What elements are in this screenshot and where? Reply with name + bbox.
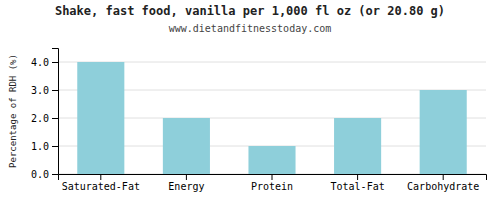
x-tick: Saturated-Fat: [62, 174, 140, 192]
bar: [163, 118, 210, 174]
subtitle: www.dietandfitnesstoday.com: [169, 23, 332, 34]
x-tick: Carbohydrate: [407, 174, 479, 192]
axis-line: [52, 49, 59, 175]
y-tick: 4.0: [31, 57, 58, 68]
tick-mark: [52, 62, 58, 63]
x-tick: Total-Fat: [331, 174, 385, 192]
bar: [420, 90, 467, 174]
tick-mark: [272, 174, 273, 180]
x-axis: Saturated-Fat Energy Protein Total-Fat Carbo…: [59, 174, 487, 192]
bars: [77, 62, 466, 174]
y-tick: 1.0: [31, 141, 58, 152]
tick-label: 4.0: [31, 57, 49, 68]
y-axis-title: Percentage of RDH (%): [8, 54, 18, 168]
tick-label: Total-Fat: [331, 181, 385, 192]
tick-label: Saturated-Fat: [62, 181, 140, 192]
tick-mark: [100, 174, 101, 180]
bar: [248, 146, 295, 174]
tick-mark: [52, 146, 58, 147]
tick-mark: [52, 118, 58, 119]
bar: [77, 62, 124, 174]
grid: [58, 62, 486, 174]
tick-label: 2.0: [31, 113, 49, 124]
x-tick: Energy: [168, 174, 204, 192]
tick-label: Carbohydrate: [407, 181, 479, 192]
tick-label: 0.0: [31, 169, 49, 180]
tick-mark: [52, 174, 58, 175]
y-axis: 0.0 1.0 2.0 3.0 4.0: [31, 49, 59, 180]
y-tick: 2.0: [31, 113, 58, 124]
tick-label: Protein: [251, 181, 293, 192]
tick-mark: [52, 90, 58, 91]
tick-label: 3.0: [31, 85, 49, 96]
title: Shake, fast food, vanilla per 1,000 fl o…: [55, 4, 445, 18]
y-tick: 3.0: [31, 85, 58, 96]
x-tick: Protein: [251, 174, 293, 192]
axis-line: [59, 175, 487, 181]
tick-label: Energy: [168, 181, 204, 192]
tick-label: 1.0: [31, 141, 49, 152]
tick-mark: [443, 174, 444, 180]
chart: Shake, fast food, vanilla per 1,000 fl o…: [0, 0, 500, 200]
tick-mark: [357, 174, 358, 180]
y-tick: 0.0: [31, 169, 58, 180]
plot: Saturated-Fat Energy Protein Total-Fat Carbo…: [31, 49, 487, 193]
bar: [334, 118, 381, 174]
tick-mark: [186, 174, 187, 180]
